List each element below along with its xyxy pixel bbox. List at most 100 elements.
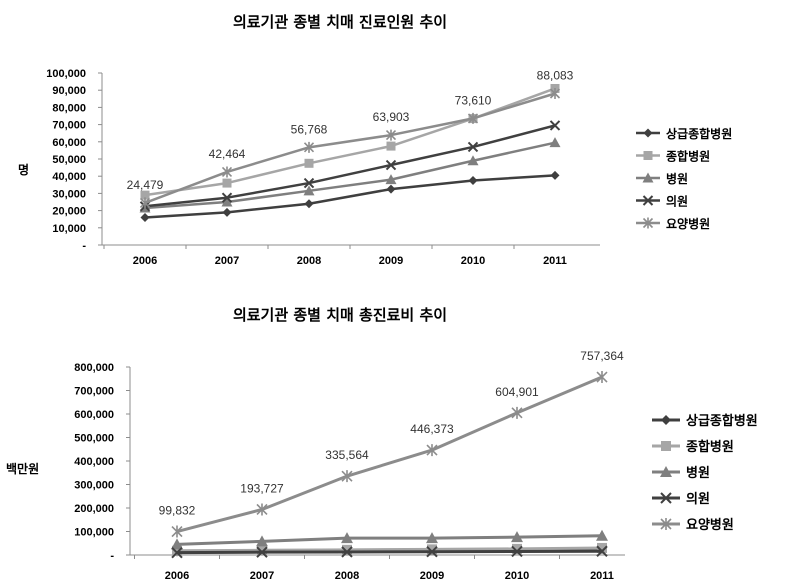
legend-label: 요양병원	[666, 216, 710, 231]
data-point	[386, 184, 396, 194]
data-label: 42,464	[209, 147, 246, 161]
series-1	[140, 170, 560, 222]
legend-marker-shape	[643, 128, 653, 138]
legend-label: 요양병원	[686, 517, 734, 533]
data-point-shape	[140, 190, 150, 200]
data-point-shape	[511, 531, 523, 543]
data-point	[468, 176, 478, 185]
series-line	[176, 534, 603, 546]
legend-marker-shape	[643, 151, 653, 160]
data-point-shape	[596, 529, 608, 541]
data-point-shape	[139, 197, 151, 209]
y-tick-label: 800,000	[74, 362, 114, 374]
data-point	[550, 170, 560, 180]
chart-title: 의료기관 종별 치매 총진료비 추이	[233, 306, 447, 324]
series-5	[171, 371, 608, 538]
legend-label: 상급종합병원	[666, 126, 732, 141]
legend-marker-shape	[661, 415, 671, 425]
data-point	[172, 545, 182, 556]
legend-label: 종합병원	[666, 149, 710, 164]
data-point	[221, 196, 233, 207]
series-line	[176, 375, 603, 533]
y-tick-label: 60,000	[52, 137, 86, 149]
data-point	[303, 141, 315, 153]
data-point-shape	[550, 170, 560, 180]
x-tick-label: 2009	[379, 255, 403, 267]
y-tick-label: 400,000	[74, 456, 114, 468]
y-tick-label: 600,000	[74, 409, 114, 421]
y-tick-label: 50,000	[52, 154, 86, 166]
data-point	[596, 529, 608, 541]
data-point-shape	[256, 546, 268, 558]
data-point-shape	[304, 158, 314, 168]
legend-marker-shape	[660, 492, 672, 504]
y-tick-label: 700,000	[74, 386, 114, 398]
data-point-shape	[386, 141, 396, 151]
data-point	[597, 542, 607, 553]
legend-item: 병원	[652, 465, 710, 481]
data-point	[549, 137, 561, 148]
data-point-shape	[221, 192, 233, 203]
legend-label: 상급종합병원	[686, 413, 758, 429]
data-point	[341, 532, 353, 544]
data-label: 63,903	[373, 110, 410, 124]
y-tick-label: 20,000	[52, 206, 86, 218]
legend-marker	[660, 492, 672, 504]
data-label: 56,768	[291, 122, 328, 136]
y-tick-label: 10,000	[52, 223, 86, 235]
data-point	[221, 166, 233, 178]
data-point	[256, 535, 268, 547]
legend-marker	[661, 441, 671, 451]
legend-marker-shape	[642, 217, 654, 229]
data-point	[140, 190, 150, 200]
data-point	[341, 546, 353, 558]
legend-item: 종합병원	[652, 439, 734, 455]
data-point	[385, 129, 397, 141]
x-tick-label: 2007	[250, 570, 274, 582]
series-2	[172, 542, 607, 556]
legend-marker-shape	[660, 518, 672, 530]
y-tick-label: 70,000	[52, 120, 86, 132]
data-label: 88,083	[537, 68, 574, 82]
data-point	[549, 120, 561, 131]
data-point	[467, 155, 479, 166]
data-point	[341, 470, 353, 483]
data-point	[139, 197, 151, 209]
data-point-shape	[596, 371, 608, 384]
data-point-shape	[512, 543, 522, 554]
data-point	[596, 371, 608, 384]
data-point-shape	[468, 176, 478, 185]
data-label: 446,373	[410, 422, 454, 436]
legend-item: 종합병원	[636, 149, 710, 164]
data-point	[426, 546, 438, 558]
y-tick-label: 100,000	[74, 527, 114, 539]
legend-marker	[642, 217, 654, 229]
y-tick-label: 80,000	[52, 102, 86, 114]
data-label: 99,832	[159, 504, 196, 518]
data-point-shape	[385, 174, 397, 185]
series-line	[144, 141, 556, 210]
data-point-shape	[597, 542, 607, 553]
data-point-shape	[341, 546, 353, 558]
data-point-shape	[467, 141, 479, 153]
data-point	[140, 212, 150, 222]
data-point	[426, 532, 438, 544]
y-axis-label: 명	[18, 163, 29, 177]
legend-marker-shape	[642, 195, 654, 206]
chart-2: 의료기관 종별 치매 총진료비 추이 - 100,000 200,000 300,000…	[6, 306, 758, 582]
y-tick-label: 300,000	[74, 480, 114, 492]
legend-label: 의원	[666, 194, 688, 209]
legend-label: 병원	[686, 465, 710, 481]
data-point-shape	[256, 535, 268, 547]
data-point	[256, 503, 268, 516]
data-point	[512, 543, 522, 554]
data-point	[385, 174, 397, 185]
chart-1: 의료기관 종별 치매 진료인원 추이 - 10,000 20,000 30,000 40,…	[18, 13, 732, 267]
data-point-shape	[341, 470, 353, 483]
y-tick-label: 200,000	[74, 503, 114, 515]
data-point	[171, 538, 183, 550]
series-4	[171, 545, 608, 559]
data-point-shape	[221, 196, 233, 207]
